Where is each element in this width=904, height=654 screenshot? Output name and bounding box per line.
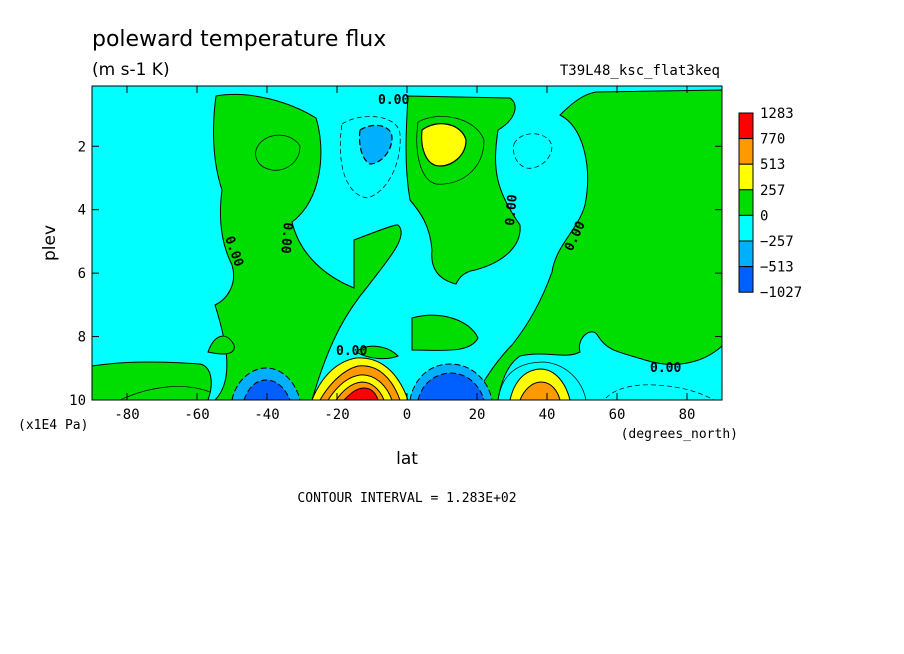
contour-label-0: 0.00 xyxy=(378,93,409,108)
colorbar-swatch xyxy=(738,112,754,140)
y-tick-label: 8 xyxy=(78,330,86,346)
contour-interval: CONTOUR INTERVAL = 1.283E+02 xyxy=(297,491,516,506)
contour-label-1: 0.00 xyxy=(336,344,367,359)
x-tick-label: -20 xyxy=(324,407,349,423)
y-tick-label: 2 xyxy=(78,139,86,155)
contour-label-2: 0.00 xyxy=(650,361,681,376)
colorbar-swatch xyxy=(738,163,754,191)
x-tick-label: 40 xyxy=(539,407,556,423)
colorbar-swatch xyxy=(738,266,754,293)
contour-label-4: 0.00 xyxy=(277,222,295,255)
x-axis-label: lat xyxy=(396,449,418,469)
chart-title: poleward temperature flux xyxy=(92,27,386,52)
jet-negative-sh-513 xyxy=(243,379,291,400)
x-tick-label: 80 xyxy=(679,407,696,423)
colorbar-label: 0 xyxy=(760,208,768,224)
colorbar-label: 770 xyxy=(760,132,785,148)
x-tick-label: 20 xyxy=(469,407,486,423)
core-positive-upper xyxy=(421,123,467,167)
positive-region-sh-tropics xyxy=(213,93,402,400)
positive-region-small-1 xyxy=(207,335,235,355)
run-label: T39L48_ksc_flat3keq xyxy=(560,63,720,79)
x-axis: -80 -60 -40 -20 0 20 40 60 80 xyxy=(114,86,695,423)
colorbar-label: 257 xyxy=(760,183,785,199)
y-axis-label: plev xyxy=(40,225,60,261)
contour-line-negative-1 xyxy=(339,116,401,199)
positive-region-small-2 xyxy=(411,314,479,351)
contour-line-negative-2 xyxy=(513,133,553,169)
contour-line-positive-2 xyxy=(416,116,485,185)
jet-negative-nh-513 xyxy=(417,372,485,400)
colorbar-label: −257 xyxy=(760,234,794,250)
x-tick-label: -80 xyxy=(114,407,139,423)
colorbar: 1283 770 513 257 0 −257 −513 −1027 xyxy=(738,106,802,301)
x-tick-label: -40 xyxy=(254,407,279,423)
colorbar-swatch xyxy=(738,138,754,165)
positive-region-small-3 xyxy=(355,345,399,360)
colorbar-label: −1027 xyxy=(760,285,802,301)
y-units-label: (x1E4 Pa) xyxy=(18,418,88,433)
colorbar-swatch xyxy=(738,189,754,216)
contour-line-positive-3 xyxy=(119,386,211,400)
colorbar-swatch xyxy=(738,240,754,268)
jet-positive-sh-1283 xyxy=(343,387,379,400)
x-units-label: (degrees_north) xyxy=(621,427,738,442)
x-tick-label: 0 xyxy=(403,407,411,423)
x-tick-label: 60 xyxy=(609,407,626,423)
contour-label-5: 0.00 xyxy=(503,194,521,227)
contour-line-positive-4 xyxy=(497,361,587,400)
y-axis: 2 4 6 8 10 xyxy=(69,139,722,409)
y-tick-label: 4 xyxy=(78,203,86,219)
core-negative-upper xyxy=(358,124,393,165)
chart-units: (m s-1 K) xyxy=(92,60,170,80)
colorbar-swatch xyxy=(738,214,754,242)
colorbar-label: −513 xyxy=(760,260,794,276)
contour-line-negative-3 xyxy=(605,384,715,400)
y-tick-label: 10 xyxy=(69,393,86,409)
contour-field xyxy=(92,86,722,400)
positive-region-sh-high xyxy=(92,361,212,400)
x-tick-label: -60 xyxy=(184,407,209,423)
colorbar-label: 513 xyxy=(760,157,785,173)
jet-positive-nh-513 xyxy=(519,381,561,400)
contour-line-positive-1 xyxy=(255,134,301,171)
y-tick-label: 6 xyxy=(78,266,86,282)
colorbar-label: 1283 xyxy=(760,106,794,122)
